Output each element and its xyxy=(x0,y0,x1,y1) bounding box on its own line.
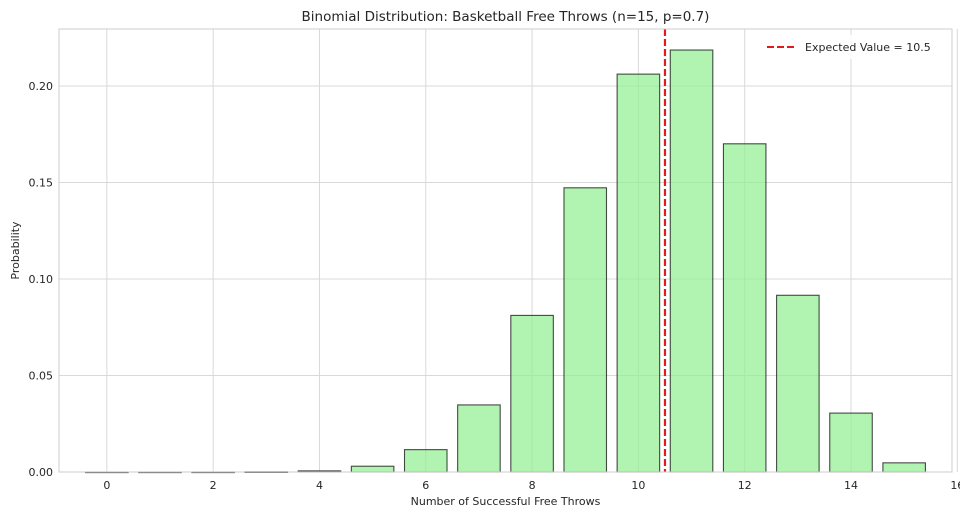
bars xyxy=(85,49,926,474)
legend-label: Expected Value = 10.5 xyxy=(805,41,931,54)
x-tick-label: 4 xyxy=(316,479,323,492)
x-tick-label: 16 xyxy=(950,479,960,492)
x-tick-labels: 0 2 4 6 8 10 12 14 16 xyxy=(103,479,960,492)
x-tick-label: 6 xyxy=(422,479,429,492)
y-tick-label: 0.10 xyxy=(29,273,54,286)
x-axis-title: Number of Successful Free Throws xyxy=(411,495,601,508)
bar xyxy=(669,49,714,473)
x-tick-label: 0 xyxy=(103,479,110,492)
bar xyxy=(457,404,501,473)
x-tick-label: 8 xyxy=(529,479,536,492)
bar xyxy=(829,412,873,473)
bar xyxy=(403,449,448,473)
bar xyxy=(882,462,926,473)
bar xyxy=(776,294,820,473)
bar xyxy=(616,73,661,473)
bar xyxy=(722,143,767,473)
bar xyxy=(510,314,554,473)
y-tick-label: 0.00 xyxy=(29,466,54,479)
y-tick-label: 0.05 xyxy=(29,369,54,382)
y-tick-label: 0.15 xyxy=(29,176,54,189)
bar xyxy=(350,465,395,473)
x-tick-label: 2 xyxy=(210,479,217,492)
plot-frame xyxy=(58,28,953,473)
y-tick-label: 0.20 xyxy=(29,80,54,93)
bar xyxy=(563,187,608,473)
y-axis-title: Probability xyxy=(9,221,22,280)
x-tick-label: 12 xyxy=(738,479,752,492)
x-tick-label: 10 xyxy=(631,479,645,492)
legend: Expected Value = 10.5 xyxy=(760,35,946,59)
y-tick-labels: 0.00 0.05 0.10 0.15 0.20 xyxy=(29,80,54,479)
chart-title: Binomial Distribution: Basketball Free T… xyxy=(302,9,710,25)
x-tick-label: 14 xyxy=(844,479,858,492)
